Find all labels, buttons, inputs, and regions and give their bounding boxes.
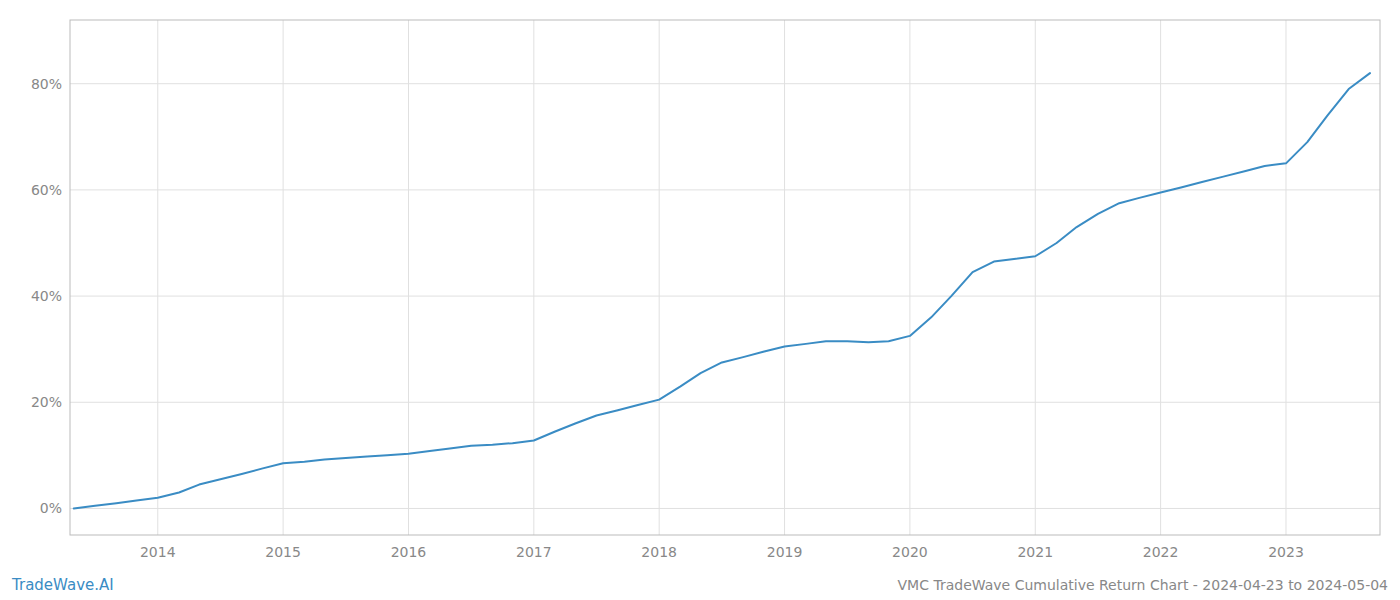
x-tick-label: 2020 (892, 544, 928, 560)
y-tick-label: 0% (40, 500, 62, 516)
x-tick-label: 2022 (1143, 544, 1179, 560)
y-grid-line (70, 508, 1380, 509)
x-grid-line (408, 20, 409, 535)
line (74, 73, 1370, 508)
x-grid-line (283, 20, 284, 535)
y-grid-line (70, 189, 1380, 190)
y-tick-label: 60% (31, 182, 62, 198)
y-tick-label: 20% (31, 394, 62, 410)
x-grid-line (784, 20, 785, 535)
plot-frame (70, 20, 1380, 535)
x-tick-label: 2019 (767, 544, 803, 560)
x-tick-label: 2017 (516, 544, 552, 560)
x-grid-line (909, 20, 910, 535)
x-tick-label: 2021 (1017, 544, 1053, 560)
y-grid-line (70, 296, 1380, 297)
x-grid-line (533, 20, 534, 535)
x-tick-label: 2014 (140, 544, 176, 560)
x-grid-line (1035, 20, 1036, 535)
x-grid-line (157, 20, 158, 535)
chart: 2014 2015 2016 2017 2018 2019 2020 2021 2022 2023… (0, 0, 1400, 600)
y-tick-label: 80% (31, 76, 62, 92)
y-tick-label: 40% (31, 288, 62, 304)
x-tick-label: 2018 (641, 544, 677, 560)
x-tick-label: 2023 (1268, 544, 1304, 560)
x-tick-label: 2016 (391, 544, 427, 560)
footer: TradeWave.AI VMC TradeWave Cumulative Ret… (11, 576, 1388, 594)
x-grid-line (659, 20, 660, 535)
watermark: TradeWave.AI (11, 576, 114, 594)
x-grid-line (1285, 20, 1286, 535)
y-grid-line (70, 83, 1380, 84)
x-tick-label: 2015 (265, 544, 301, 560)
x-grid-line (1160, 20, 1161, 535)
data-layer (74, 73, 1370, 508)
title: VMC TradeWave Cumulative Return Chart - … (898, 577, 1389, 593)
grid (70, 20, 1380, 535)
ticks: 2014 2015 2016 2017 2018 2019 2020 2021 2022 2023… (31, 76, 1304, 560)
y-grid-line (70, 402, 1380, 403)
